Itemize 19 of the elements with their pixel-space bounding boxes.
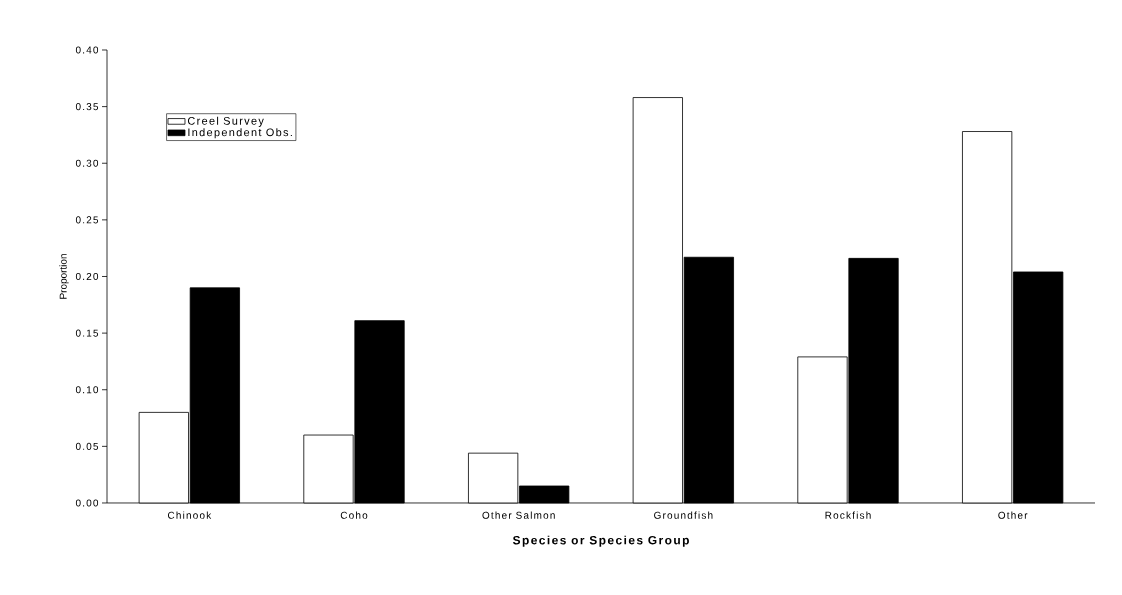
legend-label: Independent Obs. xyxy=(188,128,292,139)
y-tick-label: 0.05 xyxy=(75,442,99,450)
y-tick-label: 0.10 xyxy=(75,386,99,394)
x-axis-title: Species or Species Group xyxy=(512,535,689,547)
y-tick-label: 0.20 xyxy=(75,272,99,281)
y-tick-label: 0.40 xyxy=(75,46,99,54)
x-tick-label: Rockfish xyxy=(825,511,871,519)
x-tick-label: Coho xyxy=(340,511,368,519)
x-tick-label: Groundfish xyxy=(654,511,713,519)
x-tick-label: Chinook xyxy=(167,511,212,519)
x-tick-label: Other xyxy=(998,511,1028,519)
y-tick-label: 0.15 xyxy=(75,329,99,337)
y-axis-title: Proportion xyxy=(59,254,69,299)
y-tick-label: 0.30 xyxy=(75,159,99,167)
y-tick-label: 0.00 xyxy=(75,499,99,507)
y-tick-label: 0.35 xyxy=(75,103,99,111)
y-tick-label: 0.25 xyxy=(75,216,99,224)
x-tick-label: Other Salmon xyxy=(482,511,555,519)
legend-label: Creel Survey xyxy=(187,116,264,127)
